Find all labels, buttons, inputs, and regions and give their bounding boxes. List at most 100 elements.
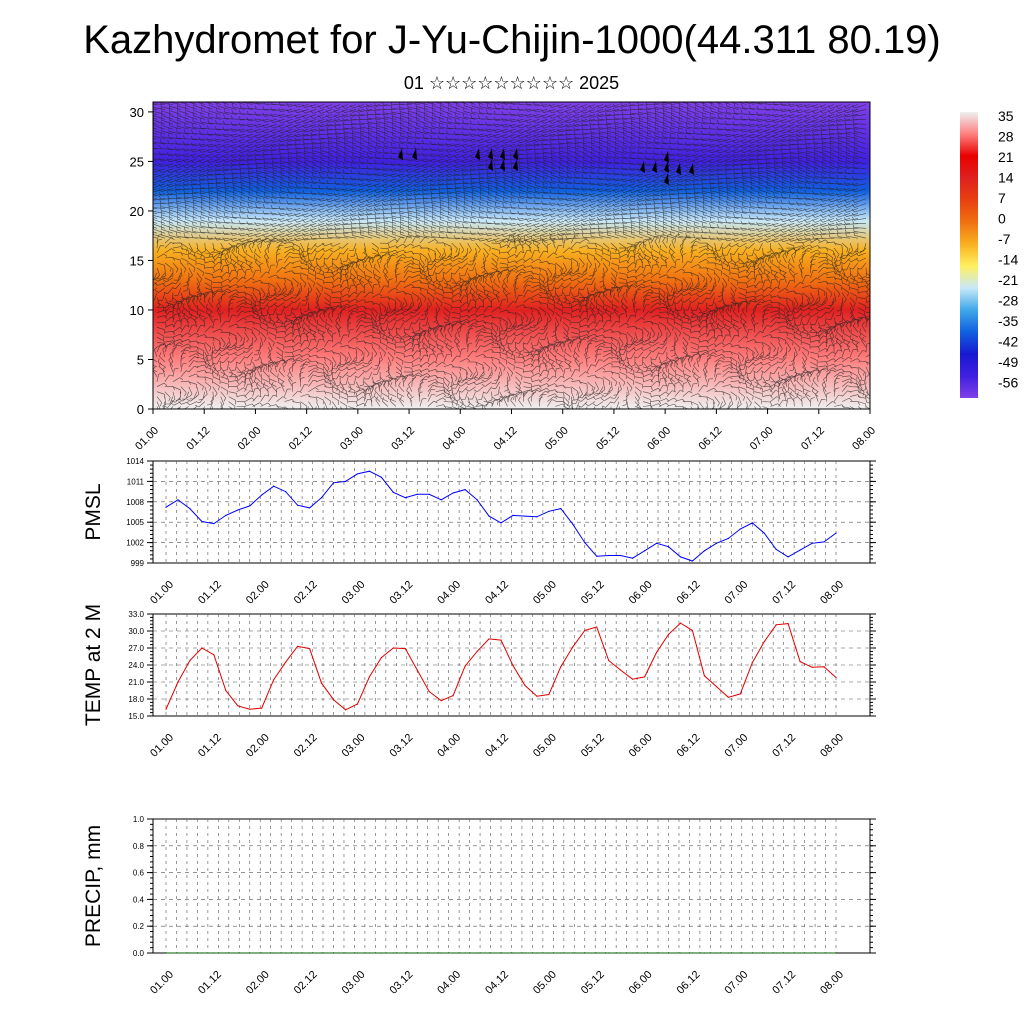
data-point bbox=[572, 523, 574, 525]
y-tick-label: 1008 bbox=[126, 498, 144, 507]
data-point bbox=[476, 650, 478, 653]
data-point bbox=[691, 952, 694, 954]
data-point bbox=[189, 952, 191, 954]
data-point bbox=[488, 952, 490, 954]
wind-flag bbox=[513, 148, 518, 160]
data-point bbox=[536, 516, 538, 518]
data-point bbox=[524, 952, 526, 954]
data-point bbox=[835, 532, 837, 534]
x-tick-label: 05.00 bbox=[531, 969, 559, 997]
data-point bbox=[297, 645, 299, 647]
data-point bbox=[548, 693, 550, 696]
y-tick-label: 0.6 bbox=[133, 869, 145, 878]
data-point bbox=[560, 508, 562, 510]
data-point bbox=[308, 507, 311, 509]
x-tick-label: 05.00 bbox=[531, 579, 559, 607]
wind-flag bbox=[500, 148, 505, 160]
colorbar-bar bbox=[960, 112, 978, 398]
data-point bbox=[679, 952, 682, 954]
y-tick-label: 0.0 bbox=[133, 949, 145, 958]
series-points bbox=[165, 622, 837, 711]
y-tick-label: 0.2 bbox=[133, 922, 145, 931]
data-point bbox=[811, 952, 813, 954]
data-point bbox=[285, 491, 287, 493]
precip-panel: 0.0 0.2 0.4 0.6 0.8 1.0 01.00 01.12 02.00 02.12 03… bbox=[82, 815, 876, 997]
data-point bbox=[225, 514, 227, 517]
data-point bbox=[703, 675, 705, 677]
y-tick-label: 20 bbox=[130, 204, 144, 219]
data-point bbox=[440, 952, 442, 954]
x-tick-label: 03.00 bbox=[340, 732, 368, 760]
colorbar-label: -14 bbox=[998, 252, 1018, 268]
data-point bbox=[500, 522, 502, 524]
colorbar-label: -35 bbox=[998, 313, 1018, 329]
x-tick-label: 08.00 bbox=[818, 579, 846, 607]
data-point bbox=[404, 497, 406, 499]
heatmap-field bbox=[153, 102, 870, 409]
data-point bbox=[823, 952, 825, 954]
data-point bbox=[655, 651, 658, 654]
data-point bbox=[488, 638, 490, 640]
colorbar-label: -21 bbox=[998, 272, 1018, 288]
data-point bbox=[380, 476, 382, 478]
data-point bbox=[799, 549, 801, 551]
data-point bbox=[344, 952, 347, 954]
data-point bbox=[368, 676, 370, 678]
data-point bbox=[488, 515, 490, 517]
data-point bbox=[320, 682, 323, 684]
x-tick-label: 04.12 bbox=[483, 969, 511, 997]
x-tick-label: 01.00 bbox=[148, 969, 176, 997]
x-tick-label: 02.00 bbox=[244, 969, 272, 997]
y-tick-label: 1014 bbox=[126, 457, 144, 466]
data-point bbox=[332, 698, 335, 701]
x-tick-label: 01.00 bbox=[133, 425, 161, 453]
data-point bbox=[308, 952, 311, 954]
data-point bbox=[536, 695, 538, 697]
data-point bbox=[392, 491, 394, 493]
data-point bbox=[835, 676, 837, 679]
x-tick-label: 01.12 bbox=[196, 732, 224, 760]
data-point bbox=[524, 684, 526, 687]
data-point bbox=[416, 493, 418, 495]
x-tick-label: 07.12 bbox=[770, 579, 798, 607]
x-tick-label: 06.12 bbox=[697, 425, 725, 453]
colorbar-label: 21 bbox=[998, 149, 1014, 165]
wind-flag bbox=[513, 159, 518, 171]
page-title: Kazhydromet for J-Yu-Chijin-1000(44.311 … bbox=[83, 18, 941, 62]
data-point bbox=[177, 681, 179, 683]
data-point bbox=[727, 952, 729, 954]
heatmap-panel: 0 5 10 15 20 25 30 01.00 01.12 02.00 02.12 03.00 03.… bbox=[130, 101, 878, 453]
data-point bbox=[572, 952, 574, 954]
data-point bbox=[428, 952, 430, 954]
colorbar-label: 28 bbox=[998, 129, 1014, 145]
data-point bbox=[452, 492, 454, 494]
x-tick-label: 03.12 bbox=[387, 969, 415, 997]
y-tick-label: 18.0 bbox=[128, 695, 144, 704]
x-tick-label: 02.12 bbox=[287, 425, 315, 453]
data-point bbox=[560, 666, 562, 668]
data-point bbox=[356, 703, 359, 705]
data-point bbox=[823, 666, 825, 668]
x-tick-label: 04.12 bbox=[483, 732, 511, 760]
x-tick-label: 03.12 bbox=[387, 732, 415, 760]
wind-flag bbox=[398, 148, 403, 160]
wind-flags bbox=[398, 148, 694, 185]
data-point bbox=[177, 499, 179, 501]
data-point bbox=[404, 952, 406, 954]
wind-flag bbox=[664, 151, 669, 163]
data-point bbox=[464, 665, 466, 667]
data-point bbox=[392, 952, 394, 954]
data-point bbox=[727, 537, 729, 540]
data-point bbox=[811, 542, 813, 544]
data-point bbox=[811, 666, 813, 668]
temp2m-panel: 15.0 18.0 21.0 24.0 27.0 30.0 33.0 01.00 01.12 02… bbox=[82, 604, 876, 760]
data-point bbox=[667, 952, 670, 954]
data-point bbox=[225, 952, 227, 954]
data-point bbox=[464, 488, 466, 491]
data-point bbox=[751, 662, 753, 664]
data-point bbox=[344, 480, 347, 482]
data-point bbox=[249, 952, 251, 954]
data-point bbox=[691, 560, 694, 562]
data-point bbox=[428, 493, 430, 495]
data-point bbox=[297, 504, 299, 506]
